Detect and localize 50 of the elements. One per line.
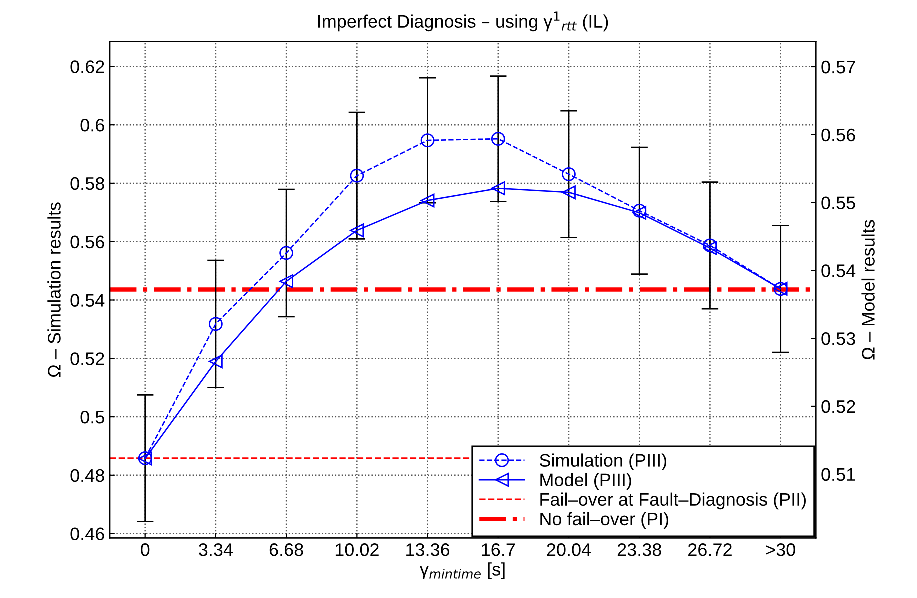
y2-tick-label: 0.51 <box>822 468 856 482</box>
y2-tick-label: 0.55 <box>822 196 856 210</box>
point <box>420 134 435 148</box>
point <box>209 354 223 369</box>
point <box>280 274 294 288</box>
point <box>632 204 647 218</box>
point <box>209 317 223 332</box>
point <box>632 206 647 220</box>
y2-tick-label: 0.56 <box>822 128 856 142</box>
x-tick-label: 6.68 <box>270 544 304 556</box>
x-tick-label: 3.34 <box>199 544 233 556</box>
chart-title: Imperfect Diagnosis – using γ$^{1}$$_{rtt}$ (IL) <box>318 12 608 32</box>
x-tick-label: 16.7 <box>482 544 516 556</box>
x-tick-label: 10.02 <box>336 544 379 556</box>
point <box>562 186 576 200</box>
y2-tick-label: 0.53 <box>822 332 856 346</box>
legend-label: Simulation (PIII) <box>540 454 666 471</box>
y-tick-label: 0.5 <box>80 410 104 424</box>
y2-axis-title: Ω – Model results <box>862 220 875 360</box>
y2-tick-label: 0.57 <box>822 60 856 74</box>
y-tick-label: 0.62 <box>70 60 104 74</box>
x-axis-title: γ$_{mintime}$ [s] <box>420 562 505 580</box>
y-tick-label: 0.58 <box>70 177 104 190</box>
y2-tick-label: 0.54 <box>822 264 856 278</box>
x-tick-label: 13.36 <box>406 544 450 556</box>
x-tick-label: 23.38 <box>618 544 662 556</box>
y-axis-title: Ω – Simulation results <box>48 202 61 378</box>
y-tick-label: 0.48 <box>70 469 104 482</box>
x-tick-label: 0 <box>141 544 150 556</box>
legend-label: Fail–over at Fault–Diagnosis (PII) <box>540 492 806 510</box>
point <box>703 238 718 253</box>
y-tick-label: 0.46 <box>70 528 104 541</box>
y2-tick-label: 0.52 <box>822 400 856 414</box>
y-tick-label: 0.52 <box>70 352 104 366</box>
x-tick-label: 20.04 <box>547 544 592 556</box>
point <box>350 224 364 238</box>
x-tick-label: >30 <box>766 544 796 556</box>
y-tick-label: 0.54 <box>70 294 105 307</box>
point <box>491 182 506 196</box>
point <box>562 167 576 182</box>
point <box>491 132 506 146</box>
point <box>703 241 718 256</box>
legend-label: Model (PIII) <box>540 473 632 490</box>
point <box>420 194 435 208</box>
point <box>350 168 364 183</box>
point <box>280 246 294 260</box>
y-tick-label: 0.6 <box>80 119 104 132</box>
x-tick-label: 26.72 <box>688 544 732 556</box>
legend-label: No fail–over (PI) <box>540 512 669 530</box>
y-tick-label: 0.56 <box>70 236 104 249</box>
